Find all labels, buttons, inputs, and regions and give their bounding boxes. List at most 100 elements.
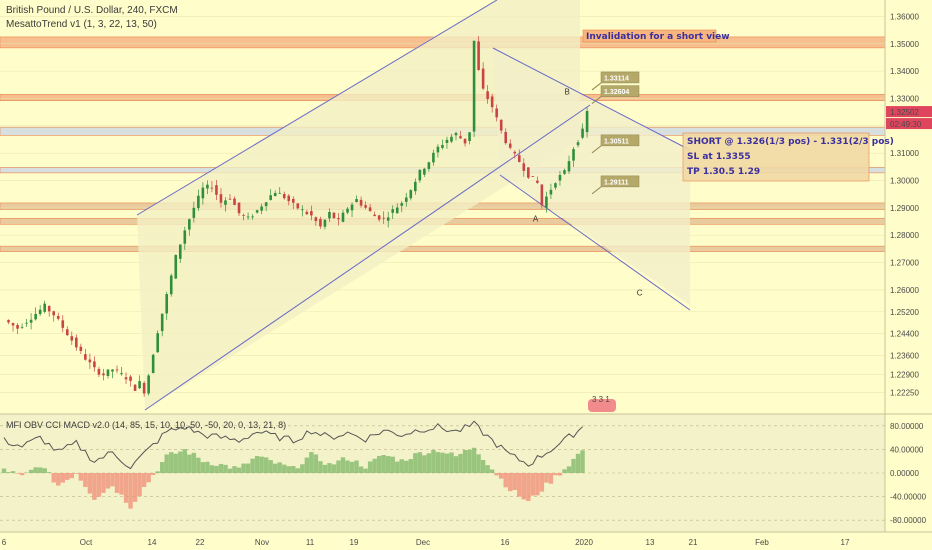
price-tick-label: 1.22900 — [890, 371, 919, 380]
time-tick-label: 22 — [196, 538, 205, 547]
candle-body — [29, 319, 33, 323]
osc-bar — [60, 473, 65, 483]
candle-body — [536, 180, 539, 183]
level-tag-label: 1.30511 — [604, 138, 629, 145]
channel-band-1 — [493, 48, 690, 305]
candle-body — [441, 144, 444, 148]
candle-body — [129, 376, 132, 381]
osc-bar — [205, 461, 210, 473]
osc-bar — [331, 464, 337, 473]
osc-bar — [295, 468, 300, 473]
candle-body — [368, 207, 372, 212]
price-tick-label: 1.29000 — [890, 204, 919, 213]
osc-bar — [372, 458, 377, 473]
osc-bar — [47, 472, 52, 473]
candle-body — [364, 205, 367, 208]
osc-bar — [539, 473, 545, 492]
candle-body — [545, 196, 548, 208]
osc-bar — [6, 472, 11, 473]
event-badge-label: 3 3 1 — [592, 395, 610, 404]
candle-body — [219, 194, 223, 203]
candle-body — [106, 369, 110, 376]
osc-bar — [526, 473, 531, 501]
candle-body — [463, 138, 467, 144]
osc-bar — [404, 460, 409, 473]
osc-bar — [318, 461, 323, 473]
osc-bar — [358, 466, 364, 473]
osc-bar — [196, 457, 201, 473]
candle-body — [75, 337, 78, 348]
osc-bar — [580, 450, 585, 473]
candle-body — [337, 218, 340, 220]
candle-body — [373, 214, 376, 217]
osc-bar — [56, 473, 61, 486]
level-tag-label: 1.29111 — [604, 179, 629, 186]
candle-body — [572, 149, 575, 161]
osc-bar — [15, 473, 20, 474]
candle-body — [84, 354, 87, 360]
wave-label-C: C — [637, 288, 643, 297]
candle-body — [183, 230, 187, 244]
price-tick-label: 1.35000 — [890, 40, 919, 49]
level-tag-pointer — [591, 82, 602, 91]
candle-body — [436, 146, 440, 153]
osc-bar — [146, 473, 151, 483]
osc-bar — [160, 462, 165, 473]
time-tick-label: 21 — [689, 538, 698, 547]
candle-body — [481, 68, 485, 89]
candle-body — [531, 176, 535, 177]
osc-bar — [132, 473, 138, 502]
candle-body — [178, 244, 182, 259]
channel-band-0 — [137, 0, 580, 410]
candle-body — [210, 187, 214, 189]
candle-body — [495, 108, 498, 118]
candle-body — [88, 359, 92, 363]
candle-body — [147, 375, 150, 394]
osc-bar — [137, 473, 142, 497]
osc-tick-label: 80.00000 — [890, 422, 924, 431]
osc-bar — [33, 467, 38, 473]
price-tick-label: 1.23600 — [890, 352, 919, 361]
candle-body — [508, 143, 512, 148]
osc-bar — [78, 473, 84, 481]
price-tick-label: 1.28000 — [890, 231, 919, 240]
candle-body — [151, 354, 155, 374]
candle-body — [197, 195, 200, 209]
osc-bar — [178, 451, 183, 473]
candle-body — [192, 207, 196, 218]
candle-body — [188, 219, 191, 230]
time-tick-label: 2020 — [575, 538, 593, 547]
candle-body — [581, 128, 584, 138]
osc-bar — [241, 463, 246, 473]
candle-body — [310, 211, 313, 216]
candle-body — [169, 275, 173, 295]
osc-bar — [499, 473, 504, 479]
price-tick-label: 1.31000 — [890, 149, 919, 158]
osc-bar — [395, 461, 400, 473]
osc-bar — [114, 473, 120, 493]
candle-body — [382, 217, 385, 219]
candle-body — [70, 336, 74, 341]
osc-bar — [327, 463, 332, 473]
channel-line-2 — [492, 47, 691, 151]
trade-text-2: SL at 1.3355 — [687, 152, 751, 162]
candle-body — [111, 369, 114, 372]
candle-body — [273, 192, 277, 197]
price-tick-label: 1.33000 — [890, 94, 919, 103]
osc-bar — [119, 473, 124, 495]
osc-bar — [562, 469, 567, 473]
candle-body — [409, 190, 413, 199]
level-tag-label: 1.33114 — [604, 75, 629, 82]
osc-bar — [214, 465, 219, 473]
trade-box — [682, 132, 870, 182]
osc-bar — [336, 460, 341, 473]
price-tick-label: 1.24400 — [890, 330, 919, 339]
osc-tick-label: 40.00000 — [890, 445, 924, 454]
candle-body — [445, 139, 449, 143]
osc-bar — [544, 473, 549, 483]
osc-bar — [87, 473, 93, 494]
osc-bar — [164, 454, 169, 473]
candle-body — [174, 255, 178, 279]
candle-body — [585, 111, 589, 133]
